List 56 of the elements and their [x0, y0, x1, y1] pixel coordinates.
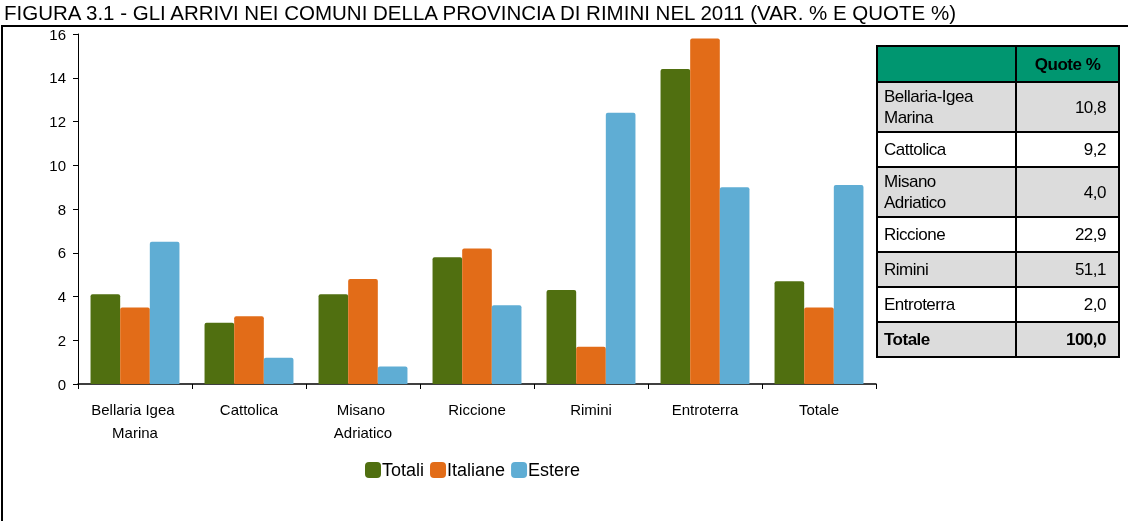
y-tick-label: 14: [49, 69, 66, 87]
y-tick-label: 6: [57, 244, 66, 262]
x-tick-label: Riccione: [448, 401, 506, 418]
category-label: Totale: [877, 322, 1017, 357]
legend-label: Italiane: [447, 460, 506, 480]
bar: [120, 307, 150, 384]
bar: [318, 294, 349, 384]
bar: [204, 322, 235, 384]
category-label: Misano Adriatico: [877, 167, 1017, 217]
y-tick-label: 4: [57, 288, 66, 305]
x-tick-label: Cattolica: [219, 401, 279, 418]
y-tick-label: 0: [57, 375, 66, 393]
bar: [149, 241, 180, 384]
bar: [605, 112, 636, 384]
y-tick-label: 2: [57, 331, 66, 349]
bar: [719, 187, 750, 384]
bar: [462, 248, 492, 384]
text: 4,0: [1083, 182, 1106, 202]
text: 10,8: [1074, 97, 1106, 117]
x-tick-label: Totale: [798, 401, 840, 418]
bar: [833, 184, 864, 384]
bar: [576, 346, 606, 384]
bar: [234, 316, 264, 384]
bar: [804, 307, 834, 384]
category-label: Cattolica: [877, 132, 1017, 167]
bar: [546, 289, 577, 384]
bar: [690, 38, 720, 384]
y-tick-label: 16: [49, 25, 66, 43]
text: 100,0: [1065, 330, 1106, 349]
bar: [348, 279, 378, 384]
bar: [774, 281, 805, 384]
x-tick-label: Bellaria Igea Marina: [91, 401, 179, 441]
legend-label: Totali: [382, 460, 425, 480]
y-tick-label: 10: [49, 156, 66, 174]
category-label: Riccione: [877, 217, 1017, 252]
y-tick-label: 12: [49, 113, 66, 130]
text: 9,2: [1083, 140, 1106, 159]
bar: [491, 305, 522, 384]
legend-label: Estere: [528, 460, 581, 480]
bar: [263, 357, 294, 384]
bar: [90, 294, 121, 384]
category-label: Entroterra: [877, 287, 1017, 322]
chart-title: FIGURA 3.1 - GLI ARRIVI NEI COMUNI DELLA PROVINCIA DI RIMINI NEL 2011 (VAR. % E QUOTE %): [4, 1, 956, 24]
bar: [432, 257, 463, 384]
text: 51,1: [1074, 260, 1106, 279]
x-tick-label: Rimini: [570, 401, 612, 418]
text: Quote %: [1016, 46, 1119, 82]
text: 2,0: [1083, 295, 1106, 314]
bar: [377, 366, 408, 384]
text: 22,9: [1074, 225, 1106, 244]
category-label: Rimini: [877, 252, 1017, 287]
category-label: Bellaria-Igea Marina: [877, 82, 1017, 132]
x-tick-label: Misano Adriatico: [333, 401, 393, 441]
x-tick-label: Entroterra: [671, 401, 739, 418]
bar: [660, 69, 691, 384]
y-tick-label: 8: [57, 200, 66, 218]
